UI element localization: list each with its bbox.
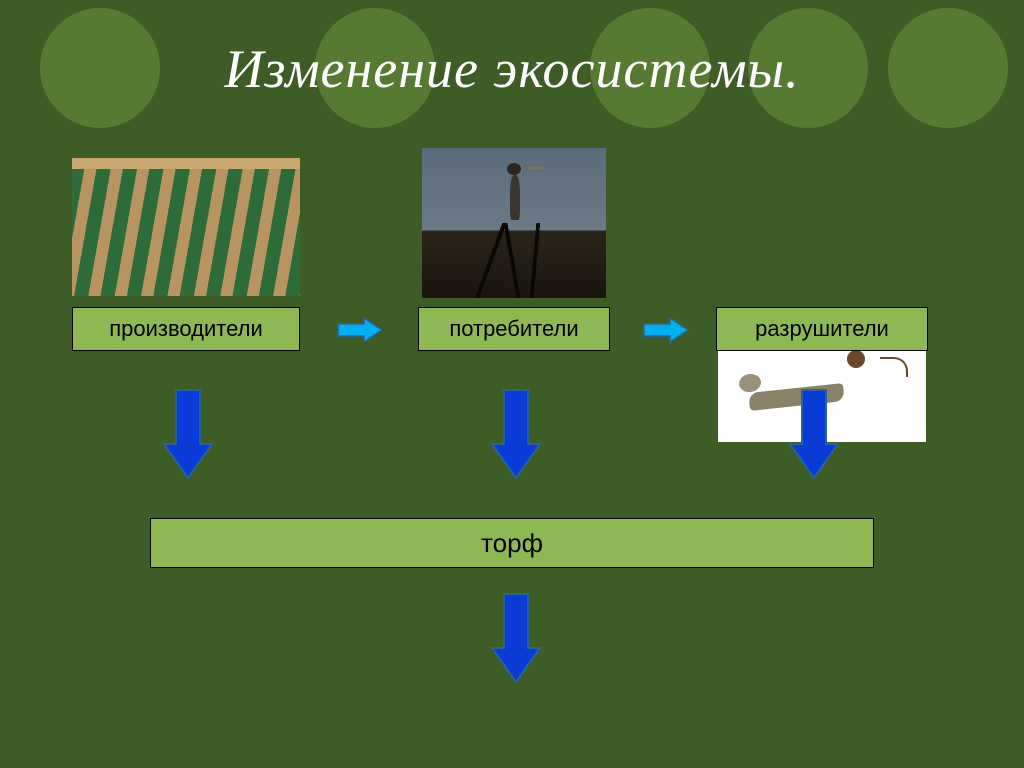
consumers-image	[422, 148, 606, 298]
page-title: Изменение экосистемы.	[0, 38, 1024, 100]
consumers-label-text: потребители	[449, 316, 578, 342]
arrow-down-4	[490, 592, 542, 684]
arrow-down-3	[788, 388, 840, 480]
producers-label-text: производители	[109, 316, 263, 342]
arrow-down-2	[490, 388, 542, 480]
arrow-right-2	[642, 316, 690, 344]
producers-label: производители	[72, 307, 300, 351]
peat-label: торф	[150, 518, 874, 568]
destroyers-label: разрушители	[716, 307, 928, 351]
peat-label-text: торф	[481, 528, 543, 559]
consumers-label: потребители	[418, 307, 610, 351]
arrow-down-1	[162, 388, 214, 480]
producers-image	[72, 158, 300, 296]
destroyers-label-text: разрушители	[755, 316, 889, 342]
arrow-right-1	[336, 316, 384, 344]
